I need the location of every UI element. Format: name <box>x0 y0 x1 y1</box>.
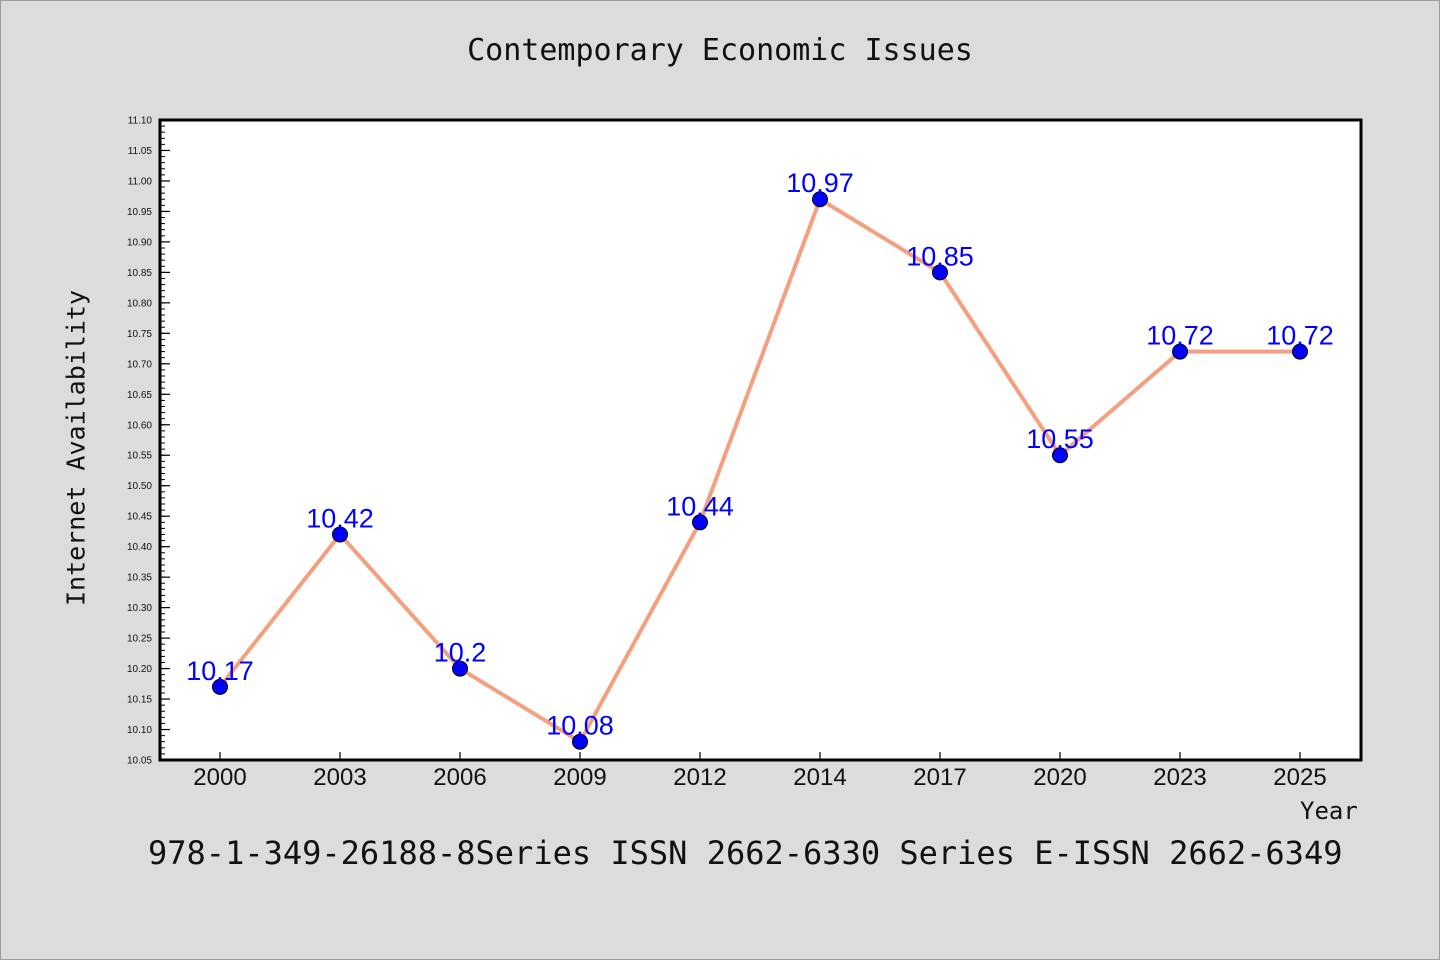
data-point <box>332 526 348 543</box>
y-tick-label: 10.40 <box>127 542 152 553</box>
x-tick-label: 2023 <box>1153 764 1206 791</box>
series-line <box>218 197 1300 744</box>
y-tick-label: 10.85 <box>127 268 152 279</box>
y-tick-label: 10.65 <box>127 390 152 401</box>
data-point <box>812 191 828 208</box>
x-tick-label: 2014 <box>793 764 846 791</box>
y-tick-label: 10.20 <box>127 664 152 675</box>
y-tick-label: 10.80 <box>127 298 152 309</box>
x-tick-label: 2020 <box>1033 764 1086 791</box>
x-tick-label: 2012 <box>673 764 726 791</box>
data-point <box>452 660 468 677</box>
y-tick-label: 10.50 <box>127 481 152 492</box>
data-label: 10.44 <box>666 491 734 521</box>
data-point <box>1292 343 1308 360</box>
y-tick-label: 11.05 <box>128 146 153 157</box>
y-tick-label: 10.70 <box>127 359 152 370</box>
x-tick-label: 2000 <box>193 764 246 791</box>
data-label: 10.97 <box>786 168 854 198</box>
data-label: 10.2 <box>434 638 487 668</box>
y-tick-label: 10.45 <box>127 512 152 523</box>
y-tick-label: 10.05 <box>127 756 152 767</box>
x-tick-label: 2017 <box>913 764 966 791</box>
y-tick-label: 10.95 <box>127 207 152 218</box>
chart-title: Contemporary Economic Issues <box>467 33 973 68</box>
data-point <box>212 678 228 695</box>
data-point <box>692 514 708 531</box>
data-label: 10.55 <box>1026 424 1094 454</box>
data-label: 10.72 <box>1146 321 1214 351</box>
data-label: 10.72 <box>1266 321 1334 351</box>
y-tick-label: 11.00 <box>128 176 153 187</box>
x-tick-label: 2025 <box>1273 764 1326 791</box>
y-tick-label: 10.30 <box>127 603 152 614</box>
y-tick-label: 10.60 <box>127 420 152 431</box>
data-point <box>572 733 588 750</box>
y-tick-label: 10.90 <box>127 237 152 248</box>
x-axis-label: Year <box>1300 797 1358 825</box>
y-tick-label: 10.75 <box>127 329 152 340</box>
footer-text: 978-1-349-26188-8Series ISSN 2662-6330 S… <box>148 834 1343 872</box>
data-point <box>932 264 948 281</box>
data-label: 10.17 <box>186 656 254 686</box>
data-point <box>1052 447 1068 464</box>
y-tick-label: 10.35 <box>127 573 152 584</box>
x-tick-label: 2003 <box>313 764 366 791</box>
x-tick-label: 2006 <box>433 764 486 791</box>
plot-frame <box>158 118 1363 762</box>
y-tick-label: 10.25 <box>127 634 152 645</box>
data-point <box>1172 343 1188 360</box>
data-label: 10.85 <box>906 241 974 271</box>
data-label: 10.42 <box>306 503 374 533</box>
y-tick-label: 11.10 <box>128 116 153 127</box>
data-label: 10.08 <box>546 711 614 741</box>
y-tick-label: 10.10 <box>127 725 152 736</box>
y-tick-label: 10.15 <box>127 695 152 706</box>
y-tick-label: 10.55 <box>127 451 152 462</box>
x-tick-label: 2009 <box>553 764 606 791</box>
